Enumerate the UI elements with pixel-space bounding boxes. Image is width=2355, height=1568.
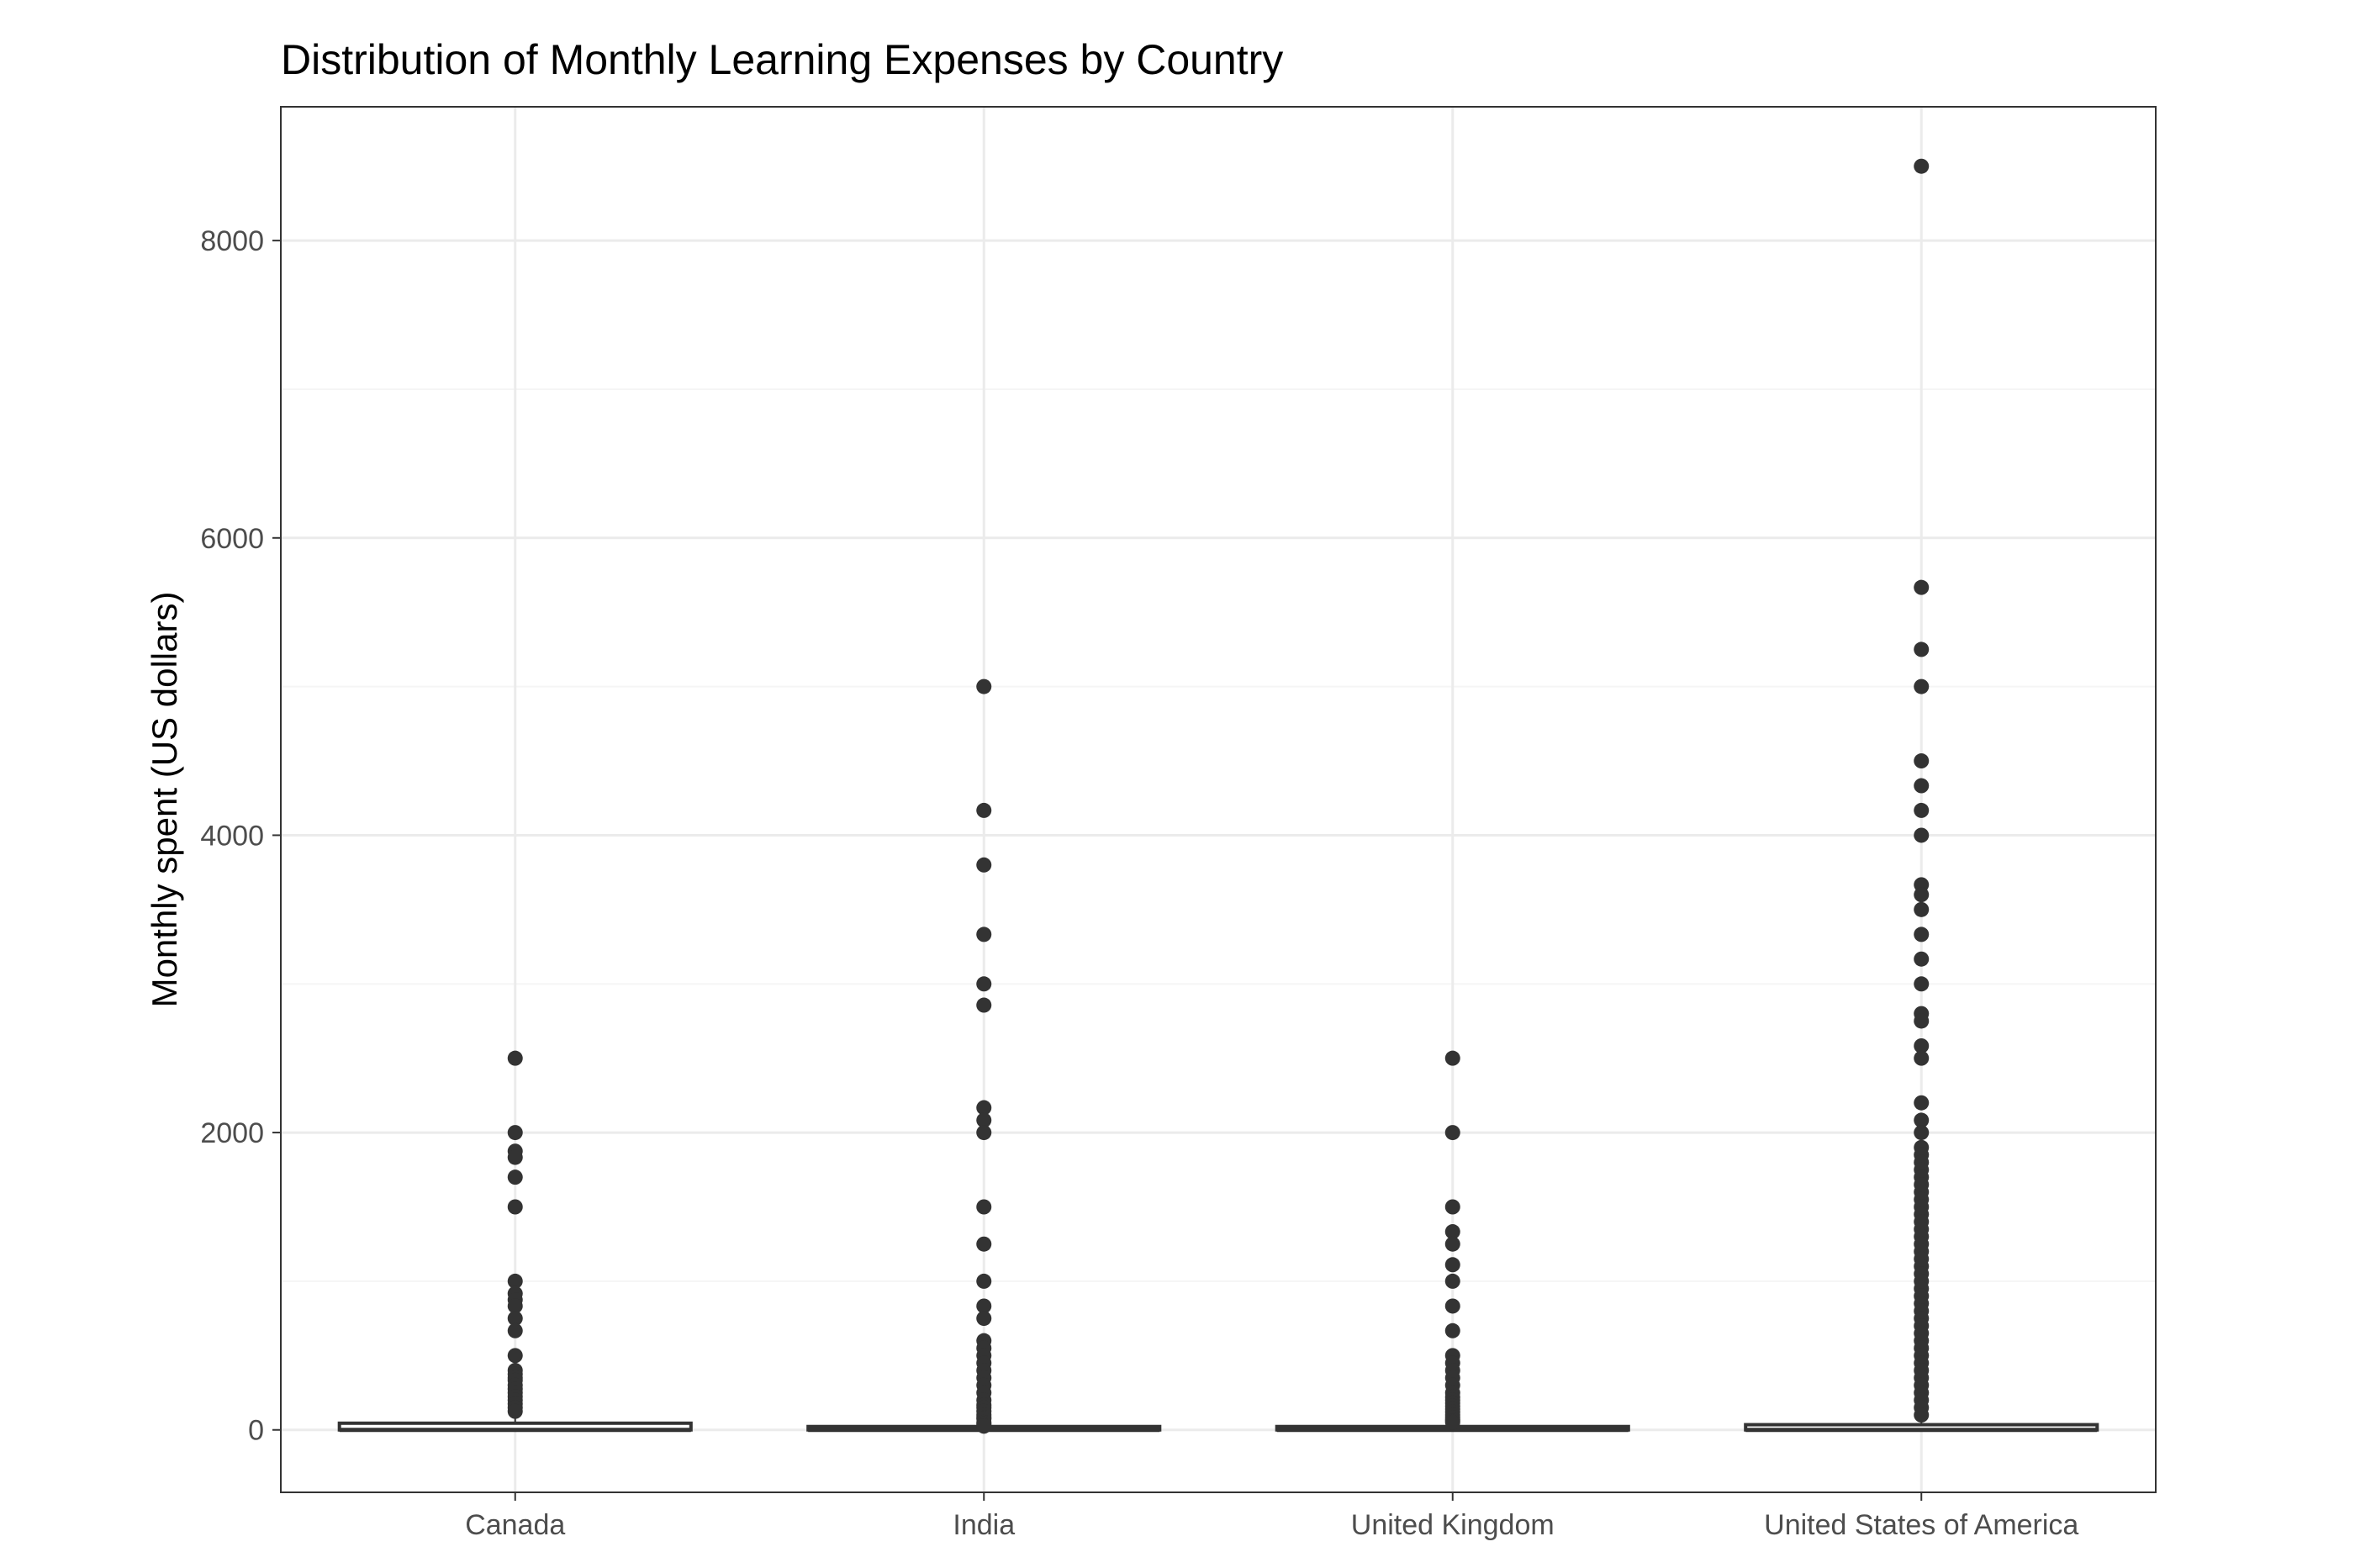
- outlier-point-united-kingdom: [1444, 1257, 1460, 1273]
- outlier-point-india: [976, 1311, 992, 1327]
- outlier-point-united-states-of-america: [1914, 802, 1930, 818]
- x-tick-label: United Kingdom: [1351, 1509, 1555, 1541]
- outlier-point-canada: [507, 1199, 523, 1215]
- outlier-point-united-states-of-america: [1914, 1407, 1930, 1423]
- outlier-point-india: [976, 1273, 992, 1289]
- outlier-point-india: [976, 927, 992, 942]
- outlier-point-united-states-of-america: [1914, 1013, 1930, 1029]
- outlier-point-united-kingdom: [1444, 1323, 1460, 1338]
- outlier-point-united-states-of-america: [1914, 1095, 1930, 1111]
- outlier-point-united-kingdom: [1444, 1236, 1460, 1252]
- box-layer: [337, 1415, 2099, 1433]
- outlier-point-india: [976, 802, 992, 818]
- y-tick-label: 2000: [200, 1117, 264, 1149]
- outlier-point-united-states-of-america: [1914, 1050, 1930, 1066]
- y-tick-label: 4000: [200, 820, 264, 852]
- outlier-point-canada: [507, 1125, 523, 1141]
- y-axis: 0 2000 4000 6000 8000: [200, 225, 281, 1447]
- outlier-point-india: [976, 997, 992, 1013]
- outlier-point-united-states-of-america: [1914, 1112, 1930, 1128]
- outlier-point-india: [976, 857, 992, 873]
- y-axis-label: Monthly spent (US dollars): [145, 592, 184, 1008]
- outlier-point-united-kingdom: [1444, 1224, 1460, 1240]
- outlier-point-canada: [507, 1050, 523, 1066]
- y-tick-label: 8000: [200, 225, 264, 257]
- outlier-point-canada: [507, 1149, 523, 1165]
- outlier-point-united-states-of-america: [1914, 678, 1930, 694]
- outlier-point-canada: [507, 1403, 523, 1419]
- outlier-point-united-kingdom: [1444, 1273, 1460, 1289]
- outlier-layer: [507, 158, 1930, 1434]
- outlier-point-india: [976, 1418, 992, 1434]
- panel-border: [280, 106, 2157, 1493]
- outlier-point-united-states-of-america: [1914, 927, 1930, 942]
- outlier-point-india: [976, 678, 992, 694]
- outlier-point-india: [976, 1112, 992, 1128]
- outlier-point-canada: [507, 1169, 523, 1185]
- outlier-point-united-states-of-america: [1914, 158, 1930, 174]
- outlier-point-canada: [507, 1348, 523, 1364]
- outlier-point-india: [976, 1125, 992, 1141]
- outlier-point-canada: [507, 1311, 523, 1327]
- chart-title: Distribution of Monthly Learning Expense…: [281, 36, 1283, 83]
- outlier-point-united-states-of-america: [1914, 1125, 1930, 1141]
- outlier-point-india: [976, 1100, 992, 1116]
- outlier-point-india: [976, 1199, 992, 1215]
- minor-gridlines: [281, 388, 2156, 1282]
- x-tick-label: Canada: [465, 1509, 565, 1541]
- major-gridlines: [281, 107, 2156, 1492]
- outlier-point-united-states-of-america: [1914, 976, 1930, 992]
- outlier-point-united-states-of-america: [1914, 887, 1930, 903]
- outlier-point-india: [976, 1298, 992, 1314]
- outlier-point-canada: [507, 1298, 523, 1314]
- outlier-point-united-states-of-america: [1914, 579, 1930, 595]
- outlier-point-united-kingdom: [1444, 1125, 1460, 1141]
- x-tick-label: United States of America: [1764, 1509, 2078, 1541]
- outlier-point-united-states-of-america: [1914, 901, 1930, 917]
- outlier-point-united-kingdom: [1444, 1298, 1460, 1314]
- outlier-point-united-states-of-america: [1914, 827, 1930, 843]
- outlier-point-united-kingdom: [1444, 1050, 1460, 1066]
- outlier-point-canada: [507, 1323, 523, 1338]
- outlier-point-united-states-of-america: [1914, 1037, 1930, 1053]
- x-axis: Canada India United Kingdom United States o…: [465, 1492, 2078, 1541]
- outlier-point-united-kingdom: [1444, 1414, 1460, 1430]
- outlier-point-united-states-of-america: [1914, 641, 1930, 657]
- y-tick-label: 0: [248, 1415, 264, 1447]
- y-tick-label: 6000: [200, 523, 264, 555]
- outlier-point-united-states-of-america: [1914, 951, 1930, 967]
- outlier-point-india: [976, 976, 992, 992]
- outlier-point-canada: [507, 1273, 523, 1289]
- outlier-point-united-states-of-america: [1914, 753, 1930, 769]
- outlier-point-india: [976, 1236, 992, 1252]
- outlier-point-united-states-of-america: [1914, 778, 1930, 794]
- x-tick-label: India: [953, 1509, 1015, 1541]
- outlier-point-united-kingdom: [1444, 1199, 1460, 1215]
